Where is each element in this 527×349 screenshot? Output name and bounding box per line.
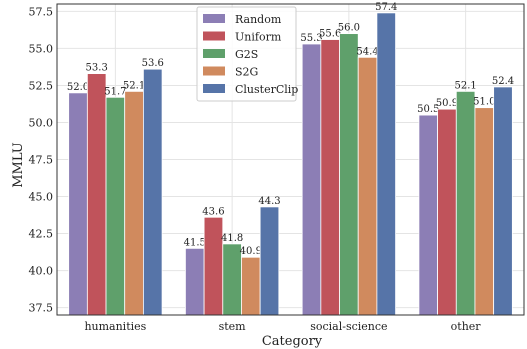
bar-clusterclip-social-science bbox=[376, 12, 396, 316]
data-label-clusterclip-humanities: 53.6 bbox=[142, 58, 164, 69]
y-tick-label: 50.0 bbox=[29, 116, 54, 129]
x-tick-label: social-science bbox=[310, 320, 387, 333]
x-tick-label: humanities bbox=[84, 320, 146, 333]
legend-label-random: Random bbox=[235, 13, 282, 26]
data-label-g2s-humanities: 51.7 bbox=[104, 86, 126, 97]
y-tick-label: 42.5 bbox=[29, 228, 54, 241]
data-label-random-social-science: 55.3 bbox=[300, 33, 322, 44]
bar-uniform-other bbox=[437, 108, 457, 316]
x-axis-label: Category bbox=[262, 334, 323, 349]
bar-uniform-stem bbox=[203, 216, 224, 316]
data-label-random-humanities: 52.0 bbox=[67, 82, 89, 93]
legend-swatch-s2g bbox=[203, 66, 225, 76]
legend-swatch-uniform bbox=[203, 31, 225, 41]
data-label-g2s-other: 52.1 bbox=[454, 80, 476, 91]
bar-s2g-social-science bbox=[357, 56, 378, 316]
bar-clusterclip-other bbox=[493, 86, 513, 316]
legend-swatch-random bbox=[203, 14, 225, 23]
data-label-random-other: 50.5 bbox=[417, 104, 439, 115]
data-label-clusterclip-stem: 44.3 bbox=[258, 196, 280, 207]
y-tick-label: 57.5 bbox=[29, 5, 54, 18]
bar-s2g-humanities bbox=[124, 90, 144, 316]
data-label-uniform-stem: 43.6 bbox=[202, 206, 224, 217]
bar-g2s-humanities bbox=[105, 96, 126, 316]
data-label-uniform-other: 50.9 bbox=[436, 98, 458, 109]
y-tick-label: 45.0 bbox=[29, 191, 54, 204]
bar-uniform-humanities bbox=[86, 73, 107, 316]
legend-box bbox=[196, 6, 297, 102]
legend-label-s2g: S2G bbox=[235, 66, 258, 79]
data-label-s2g-stem: 40.9 bbox=[240, 246, 262, 257]
data-label-uniform-social-science: 55.6 bbox=[319, 29, 341, 40]
data-label-g2s-social-science: 56.0 bbox=[338, 23, 360, 34]
bar-random-other bbox=[418, 114, 439, 316]
y-tick-label: 37.5 bbox=[29, 302, 54, 315]
data-label-clusterclip-other: 52.4 bbox=[492, 76, 514, 87]
x-tick-label: stem bbox=[219, 320, 247, 333]
data-label-random-stem: 41.5 bbox=[184, 237, 206, 248]
y-axis-label: MMLU bbox=[11, 142, 26, 188]
data-label-s2g-other: 51.0 bbox=[473, 97, 495, 108]
bar-s2g-other bbox=[474, 107, 495, 316]
plot-frame bbox=[56, 3, 525, 316]
data-label-s2g-social-science: 54.4 bbox=[356, 46, 378, 57]
legend-label-uniform: Uniform bbox=[235, 31, 282, 44]
data-label-uniform-humanities: 53.3 bbox=[86, 63, 108, 74]
legend-label-g2s: G2S bbox=[235, 48, 258, 61]
bar-g2s-other bbox=[455, 90, 476, 316]
bar-random-social-science bbox=[301, 43, 322, 316]
y-tick-label: 47.5 bbox=[29, 154, 54, 167]
bar-uniform-social-science bbox=[320, 39, 340, 316]
bar-clusterclip-stem bbox=[259, 206, 280, 316]
data-label-g2s-stem: 41.8 bbox=[221, 233, 243, 244]
legend-swatch-clusterclip bbox=[203, 84, 225, 93]
bar-s2g-stem bbox=[241, 256, 261, 316]
bar-random-stem bbox=[185, 247, 205, 316]
bar-clusterclip-humanities bbox=[142, 68, 163, 316]
y-tick-label: 52.5 bbox=[29, 79, 54, 92]
bar-g2s-stem bbox=[222, 243, 242, 316]
data-label-clusterclip-social-science: 57.4 bbox=[375, 2, 397, 13]
legend-label-clusterclip: ClusterClip bbox=[235, 83, 298, 96]
y-tick-label: 55.0 bbox=[29, 42, 54, 55]
y-tick-label: 40.0 bbox=[29, 265, 54, 278]
bar-g2s-social-science bbox=[339, 33, 359, 316]
legend-swatch-g2s bbox=[203, 49, 225, 58]
data-label-s2g-humanities: 52.1 bbox=[123, 80, 145, 91]
x-tick-label: other bbox=[451, 320, 482, 333]
bar-random-humanities bbox=[68, 92, 88, 316]
